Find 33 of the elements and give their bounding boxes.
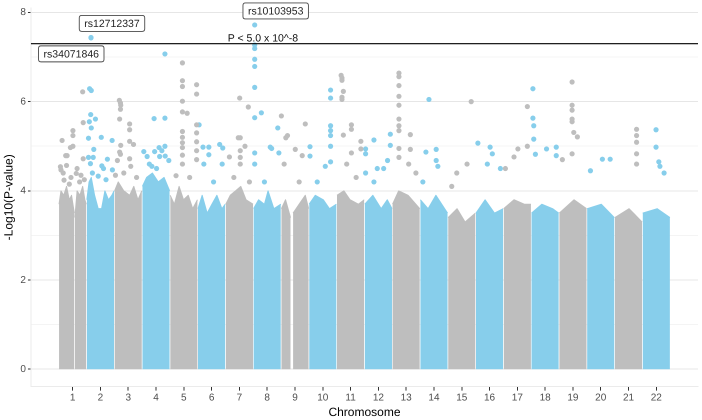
x-tick-label: 4: [153, 392, 160, 404]
x-tick-label: 12: [372, 392, 384, 404]
x-tick-label: 11: [345, 392, 356, 404]
x-tick-label: 22: [650, 392, 662, 404]
ref-line-label: P < 5.0 x 10^-8: [228, 32, 298, 45]
x-tick-label: 18: [540, 392, 552, 404]
x-tick-label: 6: [208, 392, 215, 404]
data-label: rs12712337: [84, 18, 140, 30]
x-tick-label: 10: [317, 392, 329, 404]
x-tick-label: 3: [125, 392, 132, 404]
x-tick-label: 20: [595, 392, 607, 404]
data-label: rs10103953: [248, 5, 304, 18]
y-tick-label: 2: [20, 274, 26, 286]
x-tick-label: 21: [622, 392, 635, 404]
x-tick-label: 9: [292, 392, 298, 404]
x-tick-label: 17: [512, 392, 524, 404]
data-label: rs34071846: [44, 48, 100, 60]
y-tick-label: 0: [20, 364, 26, 375]
y-axis-title: -Log10(P-value): [2, 154, 16, 240]
x-axis-title: Chromosome: [328, 405, 401, 420]
x-tick-label: 13: [400, 392, 412, 404]
x-tick-label: 19: [567, 392, 579, 404]
x-tick-label: 15: [456, 392, 468, 404]
y-tick-label: 6: [20, 96, 26, 108]
x-tick-label: 14: [428, 392, 440, 404]
x-tick-label: 1: [70, 392, 76, 404]
x-tick-label: 2: [98, 392, 104, 404]
y-tick-label: 4: [20, 186, 26, 197]
x-tick-label: 16: [484, 392, 496, 404]
y-tick-label: 8: [20, 7, 26, 18]
x-tick-label: 8: [264, 392, 270, 404]
x-tick-label: 5: [181, 392, 188, 404]
x-tick-label: 7: [236, 392, 243, 404]
